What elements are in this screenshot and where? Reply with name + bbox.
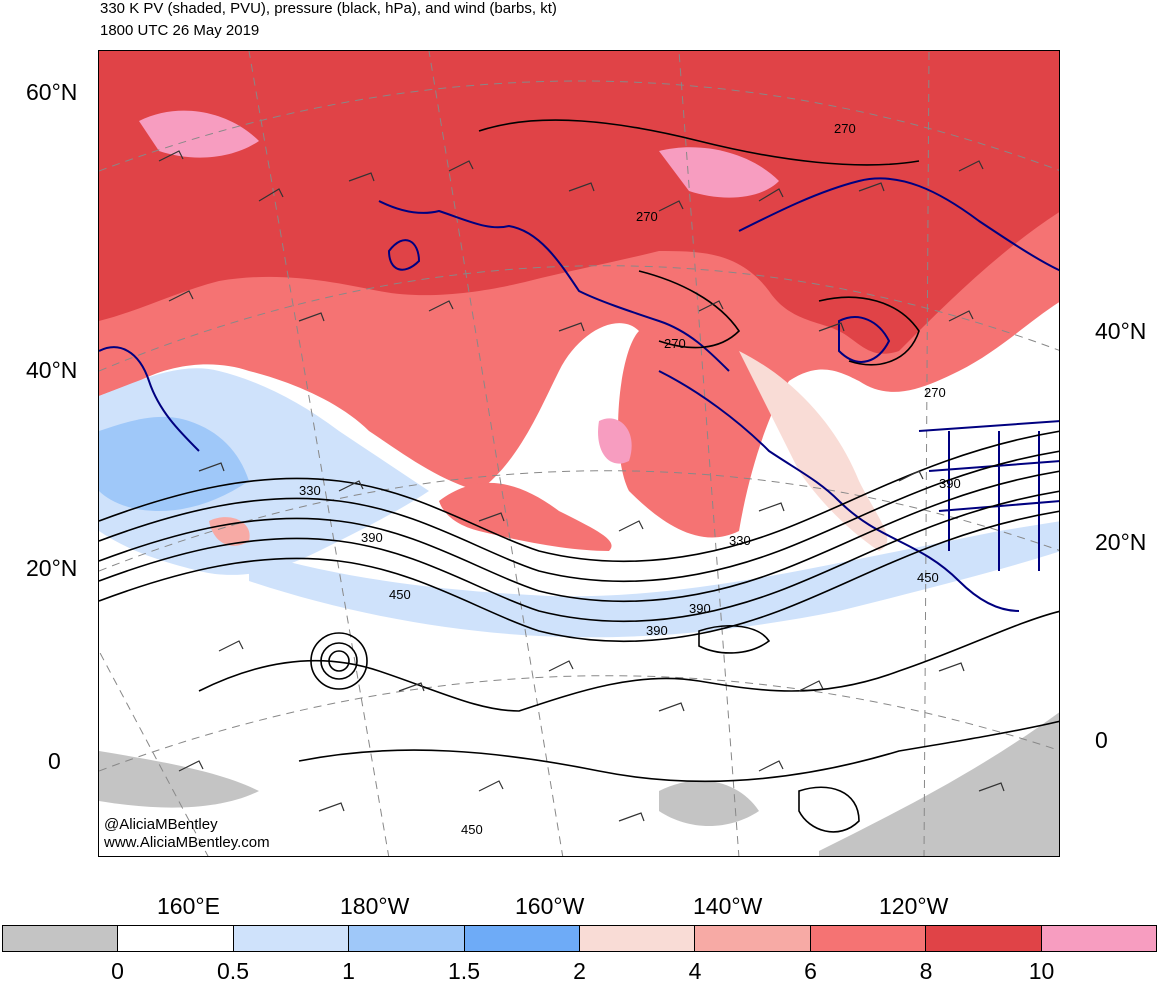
map-title: 330 K PV (shaded, PVU), pressure (black,…: [100, 0, 557, 17]
colorbar-tick-label: 2: [573, 958, 586, 984]
pv-low-mid: [659, 780, 759, 826]
colorbar-tick-label: 10: [1028, 958, 1055, 984]
lat-label-left: 60°N: [26, 79, 78, 105]
contour-label: 390: [939, 476, 961, 491]
pv-north-core: [99, 51, 1059, 354]
colorbar-swatch: [3, 926, 119, 951]
colorbar-swatch: [118, 926, 234, 951]
lat-label-right: 40°N: [1095, 318, 1147, 344]
colorbar-swatch: [695, 926, 811, 951]
colorbar-swatch: [464, 926, 581, 951]
pv-blue-jet: [249, 521, 1059, 638]
contour-label: 390: [689, 601, 711, 616]
lon-label: 160°E: [157, 893, 220, 919]
contour-label: 450: [389, 587, 411, 602]
contour-labels: 270 270 270 270 330 390 450 330 390 390 …: [299, 121, 961, 837]
colorbar-swatch: [810, 926, 927, 951]
colorbar-swatch: [580, 926, 696, 951]
map-panel: 270 270 270 270 330 390 450 330 390 390 …: [98, 50, 1060, 857]
colorbar-tick-label: 6: [804, 958, 817, 984]
contour-label: 390: [361, 530, 383, 545]
contour-label: 330: [729, 533, 751, 548]
lon-label: 120°W: [879, 893, 949, 919]
lat-label-left: 40°N: [26, 357, 78, 383]
colorbar-tick-label: 0.5: [217, 958, 249, 984]
colorbar-tick-label: 0: [111, 958, 124, 984]
contour-label: 390: [646, 623, 668, 638]
contour-label: 330: [299, 483, 321, 498]
pv-low-se: [819, 712, 1059, 856]
credit-website: www.AliciaMBentley.com: [104, 834, 270, 851]
wind-barbs: [158, 150, 1005, 822]
colorbar-swatch: [1041, 926, 1157, 951]
map-valid-time: 1800 UTC 26 May 2019: [100, 22, 260, 39]
colorbar-swatch: [926, 926, 1042, 951]
pv-tongue-1: [439, 482, 612, 551]
contour-label: 450: [461, 822, 483, 837]
pv-magenta-2: [139, 110, 259, 158]
pv-salmon-spot: [209, 517, 250, 546]
pv-magenta-3: [598, 418, 632, 464]
contour-label: 270: [924, 385, 946, 400]
lon-label: 160°W: [515, 893, 585, 919]
contour-label: 270: [636, 209, 658, 224]
lat-label-left: 0: [48, 748, 61, 774]
lon-label: 180°W: [340, 893, 410, 919]
lat-label-right: 0: [1095, 727, 1108, 753]
colorbar-tick-label: 8: [919, 958, 933, 984]
pressure-contours: [99, 119, 1059, 833]
lat-label-left: 20°N: [26, 555, 78, 581]
map-canvas: 270 270 270 270 330 390 450 330 390 390 …: [99, 51, 1059, 856]
colorbar-tick-label: 1: [342, 958, 355, 984]
contour-label: 270: [834, 121, 856, 136]
lon-label: 140°W: [693, 893, 763, 919]
coastlines: [99, 177, 1059, 612]
colorbar-tick-label: 4: [688, 958, 702, 984]
contour-label: 270: [664, 336, 686, 351]
lat-label-right: 20°N: [1095, 529, 1147, 555]
contour-label: 450: [917, 570, 939, 585]
credit-handle: @AliciaMBentley: [104, 816, 218, 833]
pv-low-sw: [99, 751, 259, 808]
colorbar-tick-label: 1.5: [448, 958, 480, 984]
pv-colorbar: [2, 925, 1157, 952]
colorbar-swatch: [349, 926, 465, 951]
colorbar-swatch: [233, 926, 350, 951]
